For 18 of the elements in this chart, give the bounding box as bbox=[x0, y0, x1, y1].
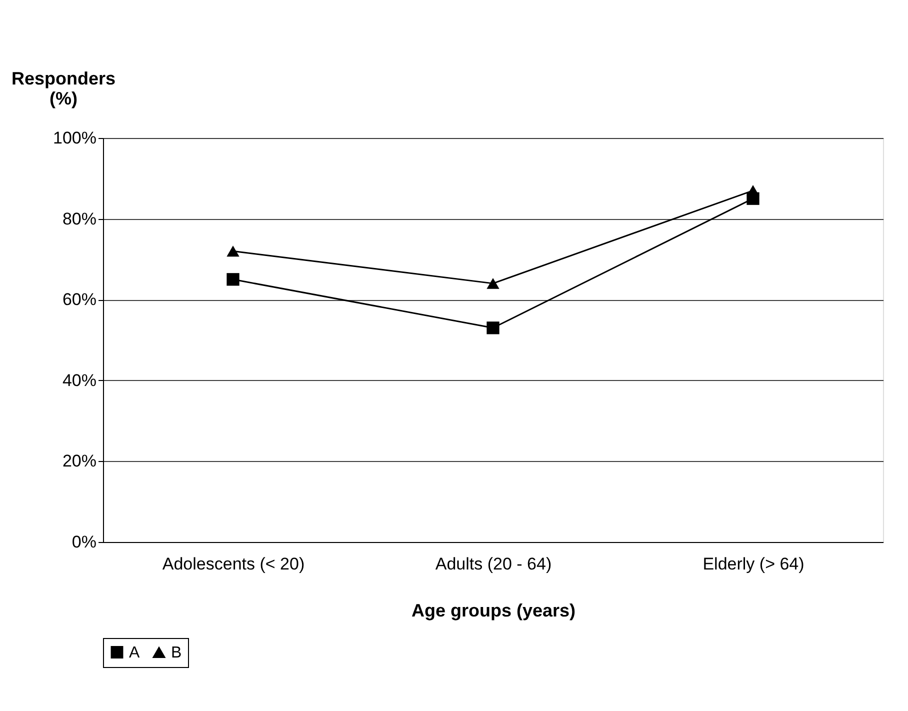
y-tick-label: 20% bbox=[62, 452, 96, 471]
x-tick-label: Elderly (> 64) bbox=[702, 554, 804, 574]
point bbox=[746, 185, 760, 196]
legend-label: B bbox=[171, 644, 182, 662]
point bbox=[486, 278, 500, 289]
y-tick-label: 100% bbox=[53, 128, 96, 148]
y-tick-label: 40% bbox=[62, 370, 96, 390]
x-tick-label: Adults (20 - 64) bbox=[435, 554, 552, 574]
y-axis-title: Responders (%) bbox=[11, 68, 116, 108]
x-tick-label: Adolescents (< 20) bbox=[162, 554, 305, 574]
y-tick-label: 80% bbox=[62, 209, 96, 228]
legend-label: A bbox=[129, 644, 140, 662]
point bbox=[486, 322, 500, 334]
point bbox=[226, 273, 240, 286]
y-tick-label: 0% bbox=[72, 532, 96, 552]
x-axis-title: Age groups (years) bbox=[411, 600, 576, 620]
point bbox=[226, 246, 240, 257]
y-tick-label: 60% bbox=[62, 290, 96, 310]
